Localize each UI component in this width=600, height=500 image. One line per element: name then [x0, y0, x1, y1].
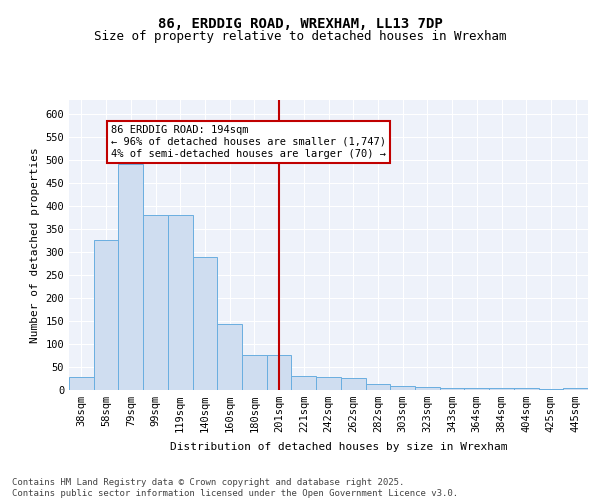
Bar: [316, 377, 341, 390]
Bar: [193, 256, 217, 390]
Bar: [539, 389, 563, 390]
Bar: [440, 388, 464, 390]
Bar: [514, 388, 539, 390]
Bar: [341, 378, 365, 390]
Bar: [563, 388, 588, 390]
Bar: [69, 377, 94, 390]
Bar: [390, 386, 415, 390]
Bar: [118, 164, 143, 390]
Text: 86, ERDDIG ROAD, WREXHAM, LL13 7DP: 86, ERDDIG ROAD, WREXHAM, LL13 7DP: [158, 18, 442, 32]
Bar: [365, 384, 390, 390]
Bar: [489, 388, 514, 390]
Bar: [94, 240, 118, 390]
Text: Distribution of detached houses by size in Wrexham: Distribution of detached houses by size …: [170, 442, 508, 452]
Bar: [217, 324, 242, 390]
Bar: [267, 356, 292, 390]
Bar: [143, 215, 168, 390]
Text: Size of property relative to detached houses in Wrexham: Size of property relative to detached ho…: [94, 30, 506, 43]
Text: 86 ERDDIG ROAD: 194sqm
← 96% of detached houses are smaller (1,747)
4% of semi-d: 86 ERDDIG ROAD: 194sqm ← 96% of detached…: [111, 126, 386, 158]
Bar: [415, 387, 440, 390]
Bar: [168, 215, 193, 390]
Bar: [242, 356, 267, 390]
Bar: [464, 388, 489, 390]
Bar: [292, 376, 316, 390]
Text: Contains HM Land Registry data © Crown copyright and database right 2025.
Contai: Contains HM Land Registry data © Crown c…: [12, 478, 458, 498]
Y-axis label: Number of detached properties: Number of detached properties: [30, 147, 40, 343]
